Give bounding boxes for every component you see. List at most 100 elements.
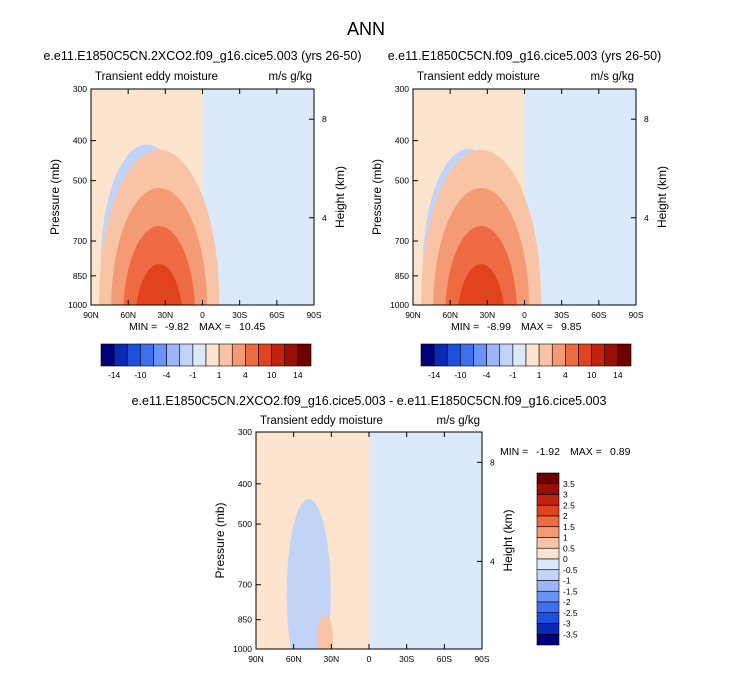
y-tick-label: 400	[73, 136, 87, 146]
max-value: 10.45	[239, 321, 265, 333]
panels: e.e11.E1850C5CN.2XCO2.f09_g16.cice5.003 …	[43, 49, 669, 664]
panel-subtitle-left: Transient eddy moisture	[260, 415, 383, 427]
x-tick-label: 60N	[442, 310, 458, 320]
positive-contour-level	[136, 263, 182, 305]
y2-tick-label: 8	[322, 114, 327, 124]
negative-region	[202, 89, 314, 305]
y-tick-label: 400	[238, 479, 252, 489]
colorbar-swatch	[153, 343, 167, 367]
y-tick-label: 500	[238, 519, 252, 529]
x-tick-label: 90S	[306, 310, 321, 320]
colorbar-tick-label: -1	[189, 370, 197, 380]
colorbar-swatch	[433, 343, 448, 367]
x-tick-label: 30N	[158, 310, 174, 320]
colorbar-tick-label: 3.5	[563, 479, 575, 489]
colorbar-tick-label: 2	[563, 511, 568, 521]
colorbar-tick-label: -10	[454, 370, 467, 380]
max-label: MAX =	[570, 446, 602, 458]
colorbar-swatch	[284, 343, 299, 367]
min-value: -8.99	[487, 321, 511, 333]
colorbar-swatch	[525, 343, 540, 367]
colorbar-swatch	[536, 547, 560, 560]
colorbar-tick-label: 10	[267, 370, 277, 380]
colorbar-swatch	[536, 590, 560, 603]
colorbar-swatch	[536, 612, 560, 624]
panel-title: e.e11.E1850C5CN.2XCO2.f09_g16.cice5.003 …	[43, 49, 361, 63]
y-tick-label: 850	[73, 271, 87, 281]
y2-tick-label: 8	[490, 457, 495, 467]
colorbar-swatch	[245, 343, 259, 367]
colorbar-swatch	[446, 343, 461, 367]
colorbar-swatch	[126, 343, 141, 367]
colorbar-swatch	[231, 343, 246, 367]
min-label: MIN =	[129, 321, 157, 333]
colorbar-tick-label: 1.5	[563, 522, 575, 532]
panel-units: m/s g/kg	[437, 415, 480, 427]
colorbar-tick-label: -4	[483, 370, 491, 380]
colorbar-swatch	[536, 580, 560, 592]
colorbar-tick-label: 14	[293, 370, 303, 380]
colorbar-tick-label: 1	[217, 370, 222, 380]
colorbar-swatch	[536, 472, 560, 485]
colorbar-tick-label: 1	[537, 370, 542, 380]
colorbar-tick-label: -14	[428, 370, 441, 380]
y-tick-label: 500	[73, 176, 87, 186]
panel-subtitle-left: Transient eddy moisture	[95, 71, 218, 83]
colorbar-swatch	[192, 343, 207, 367]
colorbar-swatch	[536, 483, 560, 495]
x-tick-label: 0	[367, 654, 372, 664]
negative-contour-level	[286, 498, 331, 649]
x-tick-label: 60N	[120, 310, 136, 320]
x-tick-label: 30N	[480, 310, 496, 320]
y-tick-label: 500	[395, 176, 409, 186]
colorbar-tick-label: 0.5	[563, 543, 575, 553]
y-tick-label: 1000	[68, 300, 87, 310]
min-value: -1.92	[536, 446, 560, 458]
colorbar-swatch	[536, 537, 560, 549]
max-label: MAX =	[521, 321, 553, 333]
colorbar-swatch	[591, 343, 606, 367]
panel-subtitle-left: Transient eddy moisture	[417, 71, 540, 83]
y-tick-label: 700	[73, 236, 87, 246]
chart-panel-1: e.e11.E1850C5CN.2XCO2.f09_g16.cice5.003 …	[43, 49, 361, 380]
y-tick-label: 1000	[390, 300, 409, 310]
colorbar-tick-label: 2.5	[563, 500, 575, 510]
colorbar-tick-label: 4	[243, 370, 248, 380]
y-axis-label: Pressure (mb)	[370, 159, 384, 235]
max-label: MAX =	[199, 321, 231, 333]
y2-tick-label: 4	[644, 213, 649, 223]
y-tick-label: 1000	[233, 644, 252, 654]
min-label: MIN =	[451, 321, 479, 333]
y2-tick-label: 4	[322, 213, 327, 223]
colorbar-swatch	[420, 343, 435, 367]
x-tick-label: 60N	[286, 654, 302, 664]
colorbar-tick-label: -3.5	[563, 629, 578, 639]
y2-axis-label: Height (km)	[501, 509, 515, 571]
max-value: 9.85	[561, 321, 582, 333]
panel-title: e.e11.E1850C5CN.f09_g16.cice5.003 (yrs 2…	[388, 49, 662, 63]
negative-region	[369, 432, 482, 649]
page-title: ANN	[347, 19, 385, 39]
colorbar-swatch	[499, 343, 514, 367]
colorbar-swatch	[271, 343, 286, 367]
colorbar-tick-label: -2.5	[563, 608, 578, 618]
plot-area	[91, 89, 314, 305]
colorbar-swatch	[565, 343, 579, 367]
colorbar-swatch	[473, 343, 487, 367]
colorbar-swatch	[536, 504, 560, 517]
colorbar-swatch	[604, 343, 619, 367]
colorbar-swatch	[536, 569, 560, 581]
colorbar-swatch	[113, 343, 128, 367]
min-label: MIN =	[500, 446, 528, 458]
chart-panel-2: e.e11.E1850C5CN.f09_g16.cice5.003 (yrs 2…	[370, 49, 669, 380]
colorbar-tick-label: -1	[509, 370, 517, 380]
positive-contour-level	[111, 188, 208, 305]
x-tick-label: 60S	[591, 310, 606, 320]
plot-area	[413, 89, 636, 305]
colorbar-swatch	[297, 343, 312, 367]
colorbar-swatch	[578, 343, 592, 367]
colorbar-swatch	[538, 343, 553, 367]
x-tick-label: 0	[200, 310, 205, 320]
colorbar-swatch	[140, 343, 154, 367]
